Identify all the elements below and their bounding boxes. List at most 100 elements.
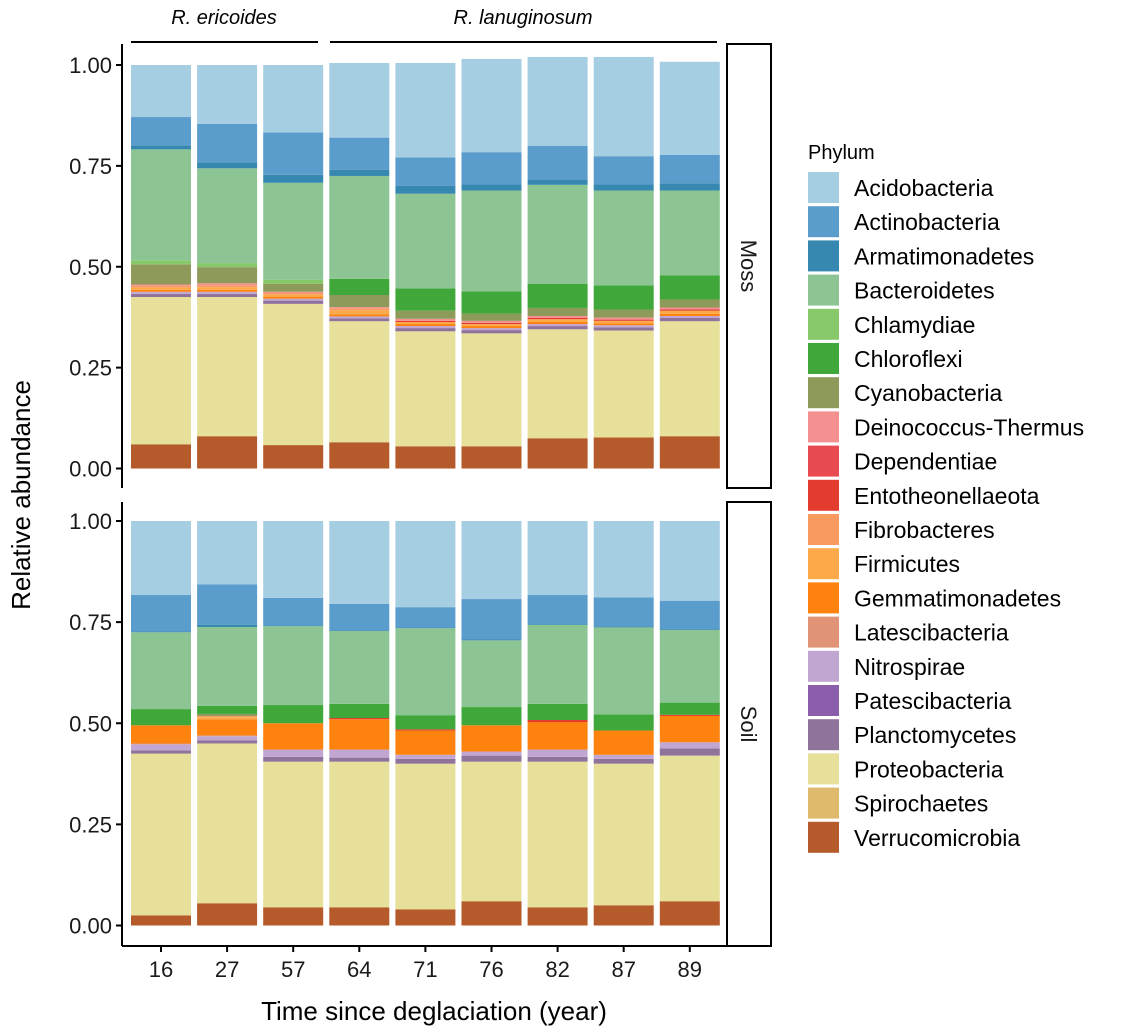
legend-label: Patescibacteria — [854, 688, 1011, 714]
bar-segment-nitrospirae — [659, 315, 720, 318]
legend-swatch — [808, 582, 839, 614]
bar-segment-gemmatimonadetes — [329, 314, 390, 317]
bar-segment-deinococcus-thermus — [131, 284, 191, 286]
legend-item-actinobacteria: Actinobacteria — [808, 206, 1000, 238]
legend-label: Entotheonellaeota — [854, 483, 1040, 509]
bar-segment-actinobacteria — [197, 584, 258, 625]
bar-segment-actinobacteria — [593, 156, 654, 185]
bar-segment-cyanobacteria — [197, 267, 258, 284]
bar-segment-armatimonadetes — [329, 169, 390, 176]
legend-item-verrucomicrobia: Verrucomicrobia — [808, 821, 1020, 853]
bar-segment-cyanobacteria — [131, 264, 191, 285]
legend-swatch — [808, 240, 839, 272]
bar-stack-64 — [329, 62, 390, 469]
bar-segment-fibrobacteres — [197, 285, 258, 288]
x-tick-label: 57 — [281, 957, 305, 982]
bar-segment-nitrospirae — [659, 742, 720, 749]
bar-segment-bacteroidetes — [659, 190, 720, 276]
bar-segment-armatimonadetes — [395, 627, 456, 629]
bar-stack-64 — [329, 521, 390, 926]
legend-swatch — [808, 308, 839, 340]
bar-segment-entotheonellaeota — [659, 309, 720, 311]
bar-segment-proteobacteria — [527, 761, 588, 908]
bar-segment-cyanobacteria — [593, 309, 654, 318]
bar-segment-proteobacteria — [197, 743, 258, 904]
bar-segment-deinococcus-thermus — [197, 283, 258, 286]
bar-segment-armatimonadetes — [263, 625, 324, 627]
bar-segment-planctomycetes — [329, 318, 390, 322]
bar-segment-chloroflexi — [329, 703, 390, 718]
bar-segment-entotheonellaeota — [395, 729, 456, 731]
bar-segment-bacteroidetes — [197, 626, 258, 706]
bar-segment-chloroflexi — [593, 714, 654, 731]
legend-label: Bacteroidetes — [854, 278, 995, 304]
bar-segment-verrucomicrobia — [527, 438, 588, 469]
legend-swatch — [808, 548, 839, 580]
bar-segment-armatimonadetes — [527, 624, 588, 625]
legend-swatch — [808, 411, 839, 443]
legend-item-proteobacteria: Proteobacteria — [808, 753, 1004, 785]
legend-swatch — [808, 719, 839, 751]
bar-stack-82 — [527, 521, 588, 926]
bar-segment-bacteroidetes — [461, 190, 522, 292]
bar-segment-actinobacteria — [593, 597, 654, 627]
bar-segment-deinococcus-thermus — [329, 307, 390, 309]
bar-segment-actinobacteria — [197, 123, 258, 163]
bar-segment-firmicutes — [395, 322, 456, 325]
legend-label: Fibrobacteres — [854, 517, 995, 543]
bar-segment-actinobacteria — [131, 595, 191, 632]
bar-segment-gemmatimonadetes — [527, 322, 588, 325]
bar-stack-76 — [461, 58, 522, 469]
bar-segment-cyanobacteria — [659, 299, 720, 308]
y-axis-title: Relative abundance — [6, 380, 36, 610]
bar-segment-gemmatimonadetes — [263, 723, 324, 750]
legend-label: Spirochaetes — [854, 791, 988, 817]
bar-segment-acidobacteria — [263, 521, 324, 598]
legend-swatch — [808, 787, 839, 819]
bar-segment-chlamydiae — [197, 263, 258, 268]
bar-segment-acidobacteria — [131, 521, 191, 596]
legend-label: Planctomycetes — [854, 722, 1016, 748]
legend-item-patescibacteria: Patescibacteria — [808, 685, 1011, 716]
bar-segment-actinobacteria — [527, 595, 588, 625]
bar-segment-gemmatimonadetes — [131, 289, 191, 292]
bar-segment-chlamydiae — [263, 279, 324, 284]
legend-swatch — [808, 650, 839, 682]
bar-segment-armatimonadetes — [659, 183, 720, 191]
bar-segment-chloroflexi — [395, 288, 456, 311]
bar-segment-firmicutes — [197, 717, 258, 720]
bar-segment-gemmatimonadetes — [461, 326, 522, 329]
bar-segment-planctomycetes — [527, 326, 588, 330]
bar-segment-cyanobacteria — [263, 283, 324, 292]
bar-segment-cyanobacteria — [197, 713, 258, 716]
x-tick-label: 87 — [611, 957, 635, 982]
bar-segment-gemmatimonadetes — [329, 719, 390, 750]
legend-label: Acidobacteria — [854, 175, 994, 201]
bar-segment-nitrospirae — [593, 325, 654, 328]
bar-stack-89 — [659, 61, 720, 469]
bar-segment-proteobacteria — [395, 763, 456, 910]
bar-segment-deinococcus-thermus — [527, 315, 588, 318]
x-tick-label: 89 — [678, 957, 702, 982]
bar-segment-chloroflexi — [131, 709, 191, 726]
bar-segment-actinobacteria — [395, 157, 456, 186]
bar-segment-acidobacteria — [527, 521, 588, 596]
bar-segment-proteobacteria — [131, 297, 191, 445]
bar-segment-nitrospirae — [131, 744, 191, 751]
bar-segment-gemmatimonadetes — [461, 725, 522, 752]
y-tick-label: 1.00 — [69, 53, 112, 78]
bar-stack-16 — [131, 521, 191, 926]
legend-label: Verrucomicrobia — [854, 825, 1020, 851]
bar-segment-actinobacteria — [263, 132, 324, 175]
legend-swatch — [808, 343, 839, 374]
bar-segment-deinococcus-thermus — [263, 291, 324, 293]
bar-segment-bacteroidetes — [263, 182, 324, 280]
bar-segment-armatimonadetes — [461, 184, 522, 191]
bar-segment-planctomycetes — [197, 293, 258, 298]
legend-swatch — [808, 274, 839, 306]
bar-segment-nitrospirae — [263, 298, 324, 301]
bar-segment-proteobacteria — [329, 761, 390, 908]
bar-stack-71 — [395, 521, 456, 926]
bar-segment-entotheonellaeota — [593, 319, 654, 321]
legend-label: Deinococcus-Thermus — [854, 414, 1084, 440]
